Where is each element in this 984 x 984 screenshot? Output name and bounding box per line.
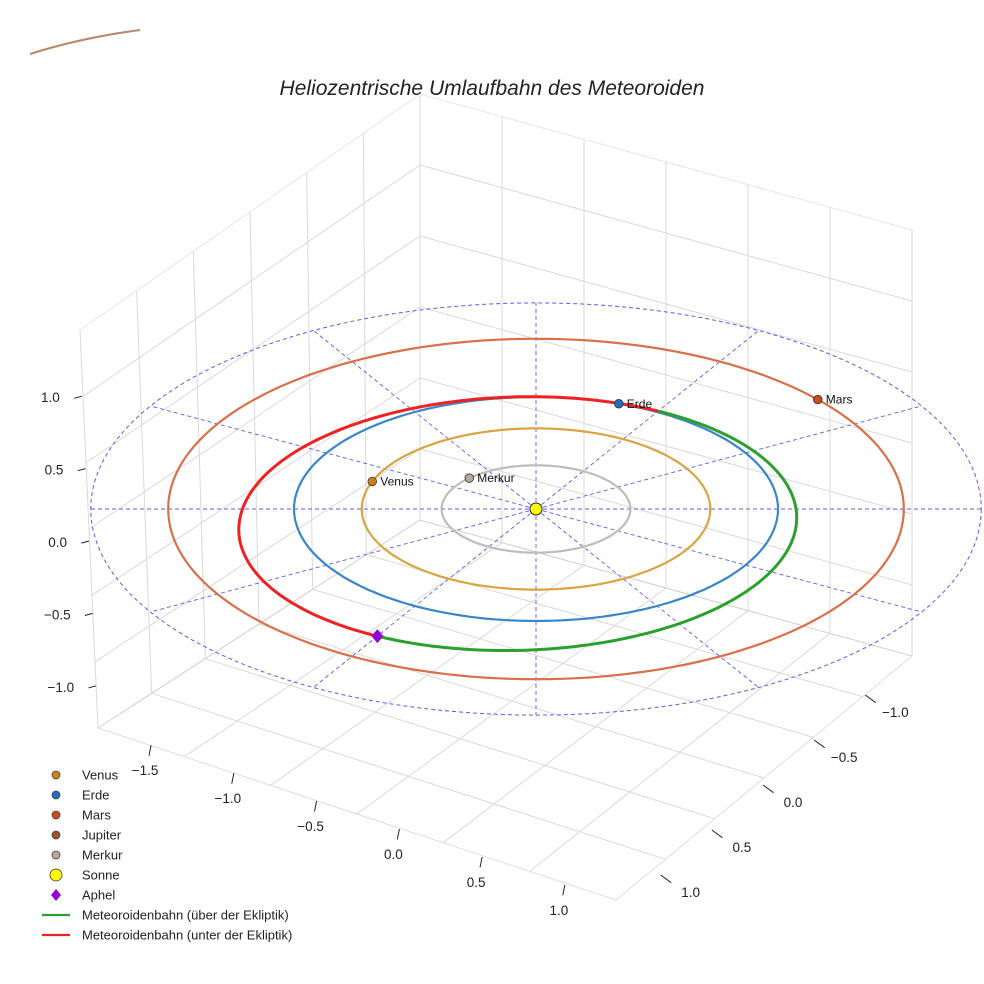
legend-marker xyxy=(51,830,61,840)
wall-top-edges xyxy=(79,93,913,331)
x-axis-tick-mark xyxy=(396,828,400,840)
axes-ticks: −1.5 −1.0 −0.5 0.0 0.5 1.0 −1.0 −0.5 0.0 0.5 1.0 −1… xyxy=(41,390,909,918)
x-axis-tick-mark xyxy=(562,884,566,896)
ecliptic-circle xyxy=(90,302,982,716)
legend-label: Sonne xyxy=(82,868,120,883)
y-axis-tick-mark xyxy=(711,829,723,839)
aphel-marker xyxy=(371,629,384,644)
z-axis-tick-label: −1.0 xyxy=(48,680,75,695)
legend-marker xyxy=(51,770,61,780)
legend-label: Merkur xyxy=(82,848,123,863)
floor-grid-line xyxy=(356,587,667,815)
left-wall-grid-line xyxy=(85,235,421,464)
decorative-arc xyxy=(29,29,141,55)
x-axis-tick-mark xyxy=(231,773,235,784)
orbit-venus xyxy=(360,427,712,591)
floor-grid-line xyxy=(443,610,749,844)
y-axis-tick-label: 0.5 xyxy=(732,840,751,855)
legend-label: Mars xyxy=(82,808,111,823)
z-axis-tick-mark xyxy=(81,540,90,544)
legend-label: Jupiter xyxy=(82,828,122,843)
sun-marker xyxy=(529,502,543,516)
z-axis-tick-label: 0.0 xyxy=(48,535,67,550)
z-axis-tick-mark xyxy=(88,685,97,689)
z-axis-tick-mark xyxy=(77,468,86,472)
x-axis-tick-mark xyxy=(148,745,152,756)
x-axis-tick-label: −1.0 xyxy=(215,791,242,806)
z-axis-tick-label: 0.5 xyxy=(45,463,64,478)
left-wall-grid-line xyxy=(88,306,421,530)
orbit-merkur xyxy=(440,464,632,554)
left-wall-grid-line xyxy=(82,164,421,397)
x-axis-tick-label: 1.0 xyxy=(550,903,569,918)
legend-label: Venus xyxy=(82,768,119,783)
x-axis-tick-mark xyxy=(314,800,318,812)
y-axis-tick-label: 0.0 xyxy=(784,795,803,810)
meteoroid-orbit-below xyxy=(237,395,659,637)
floor-front-edges xyxy=(97,655,913,901)
planet-label-merkur: Merkur xyxy=(477,471,514,485)
ecliptic-radial-line xyxy=(535,508,922,613)
legend-marker xyxy=(51,810,61,820)
ecliptic-reference xyxy=(90,302,982,716)
legend-marker xyxy=(51,790,61,800)
meteoroid-orbit-above xyxy=(372,409,799,652)
ecliptic-radial-line xyxy=(535,330,759,510)
planet-label-erde: Erde xyxy=(627,397,653,411)
z-axis-tick-label: −0.5 xyxy=(44,607,71,622)
ecliptic-radial-line xyxy=(150,508,537,613)
planet-label-mars: Mars xyxy=(826,393,853,407)
z-axis-tick-mark xyxy=(73,395,82,399)
planet-label-venus: Venus xyxy=(380,474,413,488)
x-axis-tick-label: 0.5 xyxy=(467,875,486,890)
z-axis-tick-label: 1.0 xyxy=(41,390,60,405)
legend-marker xyxy=(51,850,61,860)
x-axis-tick-mark xyxy=(479,856,483,868)
chart-title: Heliozentrische Umlaufbahn des Meteoroid… xyxy=(280,77,705,100)
legend-label: Erde xyxy=(82,788,109,803)
z-axis-tick-mark xyxy=(84,612,93,616)
x-axis-tick-label: −0.5 xyxy=(297,819,324,834)
planet-markers: Venus Erde Mars Merkur xyxy=(367,393,853,644)
legend-label: Meteoroidenbahn (unter der Ekliptik) xyxy=(82,928,292,943)
y-axis-tick-label: −1.0 xyxy=(882,705,909,720)
planet-marker-merkur xyxy=(464,473,474,483)
ecliptic-radial-line xyxy=(313,330,537,510)
legend-label: Aphel xyxy=(82,888,115,903)
planet-marker-mars xyxy=(813,394,823,405)
x-axis-tick-label: −1.5 xyxy=(132,763,159,778)
planet-marker-venus xyxy=(367,476,377,487)
x-axis-tick-label: 0.0 xyxy=(384,847,403,862)
y-axis-tick-mark xyxy=(865,694,877,704)
axes-panes xyxy=(79,93,913,901)
ecliptic-radial-line xyxy=(535,405,922,510)
y-axis-tick-mark xyxy=(762,784,774,794)
legend-marker xyxy=(49,868,63,882)
orbit-mars xyxy=(167,337,905,681)
ecliptic-radial-line xyxy=(535,508,759,688)
legend: Venus Erde Mars Jupiter Merkur Sonne Aphel Mete… xyxy=(42,768,292,943)
ecliptic-radial-line xyxy=(150,405,537,510)
legend-label: Meteoroidenbahn (über der Ekliptik) xyxy=(82,908,289,923)
ecliptic-radial-line xyxy=(313,508,537,688)
y-axis-tick-mark xyxy=(660,874,672,884)
left-wall-grid-line xyxy=(94,448,421,663)
y-axis-tick-label: −0.5 xyxy=(831,750,858,765)
floor-grid-line xyxy=(529,632,831,872)
meteoroid-orbit xyxy=(237,395,799,652)
y-axis-tick-label: 1.0 xyxy=(681,885,700,900)
legend-marker xyxy=(51,889,61,901)
y-axis-tick-mark xyxy=(813,739,825,749)
planet-marker-erde xyxy=(614,399,624,409)
